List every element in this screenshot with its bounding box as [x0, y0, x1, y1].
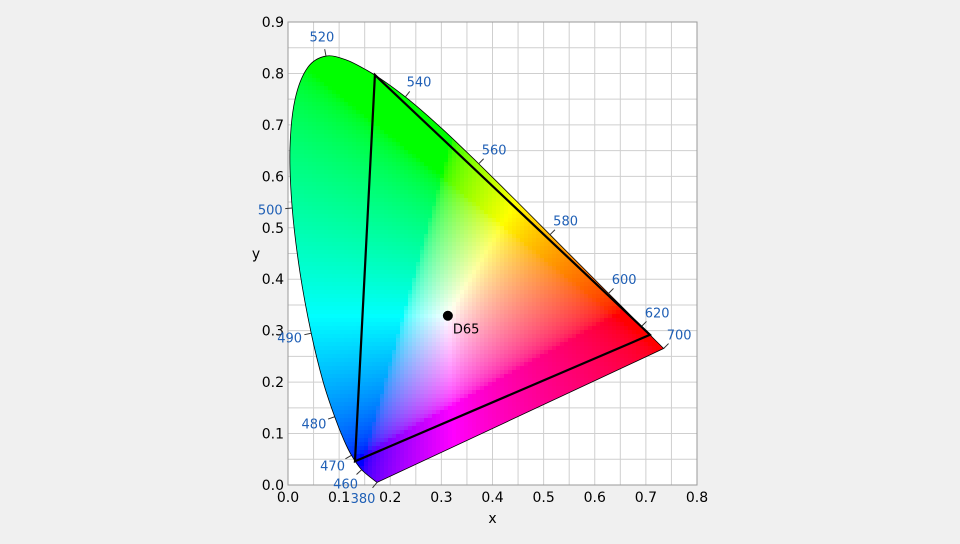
x-tick-label: 0.6: [584, 490, 606, 506]
wavelength-tick: [285, 208, 292, 209]
y-tick-label: 0.5: [262, 221, 284, 237]
x-tick-label: 0.7: [635, 490, 657, 506]
wavelength-label: 480: [302, 417, 327, 432]
y-tick-label: 0.7: [262, 118, 284, 134]
wavelength-label: 540: [407, 75, 432, 90]
y-tick-label: 0.4: [262, 272, 284, 288]
wavelength-label: 700: [667, 328, 692, 343]
white-point-label: D65: [453, 323, 480, 338]
y-axis-label: y: [252, 247, 260, 263]
x-tick-label: 0.3: [430, 490, 452, 506]
wavelength-label: 460: [333, 477, 358, 492]
x-axis-label: x: [488, 511, 496, 527]
y-tick-label: 0.6: [262, 169, 284, 185]
y-tick-label: 0.1: [262, 427, 284, 443]
wavelength-label: 600: [612, 273, 637, 288]
x-tick-label: 0.4: [481, 490, 503, 506]
wavelength-label: 560: [482, 143, 507, 158]
wavelength-label: 380: [351, 492, 376, 507]
wavelength-label: 490: [277, 331, 302, 346]
wavelength-label: 580: [553, 215, 578, 230]
wavelength-label: 500: [258, 204, 283, 219]
white-point-dot: [443, 311, 453, 321]
wavelength-label: 470: [320, 460, 345, 475]
y-tick-label: 0.0: [262, 478, 284, 494]
y-tick-label: 0.9: [262, 15, 284, 31]
wavelength-label: 620: [645, 306, 670, 321]
x-tick-label: 0.5: [532, 490, 554, 506]
y-tick-label: 0.2: [262, 375, 284, 391]
y-tick-label: 0.8: [262, 66, 284, 82]
wavelength-label: 520: [309, 30, 334, 45]
x-tick-label: 0.8: [686, 490, 708, 506]
x-tick-label: 0.2: [379, 490, 401, 506]
